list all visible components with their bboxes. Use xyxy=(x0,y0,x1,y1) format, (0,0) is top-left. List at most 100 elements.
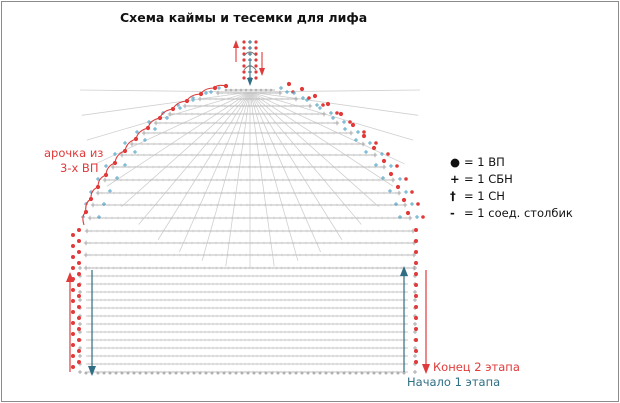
single-crochet-mark xyxy=(215,90,221,96)
chain-dot xyxy=(414,228,418,232)
chain-dot xyxy=(264,88,268,92)
chain-dot xyxy=(410,190,414,194)
single-crochet-mark xyxy=(167,111,173,117)
single-crochet-mark xyxy=(348,130,354,136)
chain-dot xyxy=(96,371,100,375)
single-crochet-mark xyxy=(404,190,408,194)
single-crochet-mark xyxy=(389,164,393,168)
chain-dot xyxy=(77,228,81,232)
chain-dot xyxy=(242,46,246,50)
chain-dot xyxy=(234,371,238,375)
single-crochet-mark xyxy=(360,141,366,147)
arrow-down-icon xyxy=(247,78,253,86)
single-crochet-mark xyxy=(318,106,322,110)
single-crochet-mark xyxy=(394,202,398,206)
single-crochet-mark xyxy=(402,202,408,208)
chain-dot xyxy=(224,88,228,92)
single-crochet-mark xyxy=(135,130,139,134)
fan-spoke xyxy=(249,91,419,116)
chain-dot xyxy=(77,294,81,298)
chain-dot xyxy=(414,250,418,254)
chain-dot xyxy=(390,371,394,375)
chain-dot xyxy=(381,158,387,164)
single-crochet-mark xyxy=(321,111,327,117)
chain-dot xyxy=(223,83,229,89)
chain-dot xyxy=(71,233,75,237)
single-crochet-mark xyxy=(411,265,417,271)
fan-spoke xyxy=(179,91,251,253)
chain-dot xyxy=(312,371,316,375)
single-crochet-mark xyxy=(410,202,414,206)
chain-dot xyxy=(88,196,94,202)
fan-spoke xyxy=(79,89,251,93)
chain-dot xyxy=(414,338,418,342)
single-crochet-mark xyxy=(305,98,309,102)
chain-dot xyxy=(112,160,118,166)
fan-spoke xyxy=(121,91,251,207)
chain-dot xyxy=(307,96,311,100)
chain-dot xyxy=(77,283,81,287)
chain-dot xyxy=(414,283,418,287)
single-crochet-mark xyxy=(411,252,417,258)
chain-dot xyxy=(270,371,274,375)
single-crochet-mark xyxy=(104,164,108,168)
chain-dot xyxy=(388,171,394,177)
chain-dot xyxy=(84,371,88,375)
fan-spoke xyxy=(201,91,251,261)
chain-dot xyxy=(342,371,346,375)
single-crochet-mark xyxy=(364,150,368,154)
single-crochet-mark xyxy=(217,86,221,90)
chain-dot xyxy=(77,272,81,276)
single-crochet-mark xyxy=(343,127,347,131)
chain-dot xyxy=(212,85,218,91)
chain-dot xyxy=(138,371,142,375)
chain-dot xyxy=(198,371,202,375)
chain-dot xyxy=(239,88,243,92)
single-crochet-mark xyxy=(133,150,137,154)
chain-dot xyxy=(95,184,101,190)
single-crochet-mark xyxy=(307,103,313,109)
chain-dot xyxy=(222,371,226,375)
chain-dot xyxy=(77,250,81,254)
legend-text: = 1 СН xyxy=(464,189,505,203)
single-crochet-mark xyxy=(374,163,378,167)
chain-dot xyxy=(77,316,81,320)
single-crochet-mark xyxy=(334,120,340,126)
chain-dot xyxy=(264,371,268,375)
chain-dot xyxy=(122,148,128,154)
chain-dot xyxy=(354,371,358,375)
chain-dot xyxy=(198,91,204,97)
single-crochet-mark xyxy=(331,116,335,120)
strap-loop xyxy=(243,51,257,57)
chain-dot xyxy=(83,209,89,215)
single-crochet-mark xyxy=(413,290,417,294)
chain-dot xyxy=(361,133,367,139)
chain-dot xyxy=(71,255,75,259)
single-crochet-mark xyxy=(372,152,378,158)
chain-dot xyxy=(258,371,262,375)
chain-dot xyxy=(336,371,340,375)
chain-dot xyxy=(71,321,75,325)
chain-dot xyxy=(71,332,75,336)
arrow-up-icon xyxy=(66,272,74,282)
chain-dot xyxy=(254,88,258,92)
chain-dot xyxy=(77,305,81,309)
chain-dot xyxy=(421,215,425,219)
chain-dot xyxy=(102,371,106,375)
legend-text: = 1 СБН xyxy=(464,172,513,186)
fan-spoke xyxy=(81,91,251,116)
chain-dot xyxy=(414,305,418,309)
single-crochet-mark xyxy=(415,215,419,219)
legend-symbol: ● xyxy=(450,155,461,169)
chain-dot xyxy=(77,327,81,331)
legend-item-slip-stitch: - = 1 соед. столбик xyxy=(450,205,573,222)
chain-dot xyxy=(71,365,75,369)
single-crochet-mark xyxy=(398,215,402,219)
chain-dot xyxy=(330,371,334,375)
single-crochet-mark xyxy=(248,46,252,50)
chain-dot xyxy=(254,46,258,50)
chain-dot xyxy=(414,360,418,364)
legend-item-double-crochet: † = 1 СН xyxy=(450,188,573,205)
chain-dot xyxy=(244,88,248,92)
